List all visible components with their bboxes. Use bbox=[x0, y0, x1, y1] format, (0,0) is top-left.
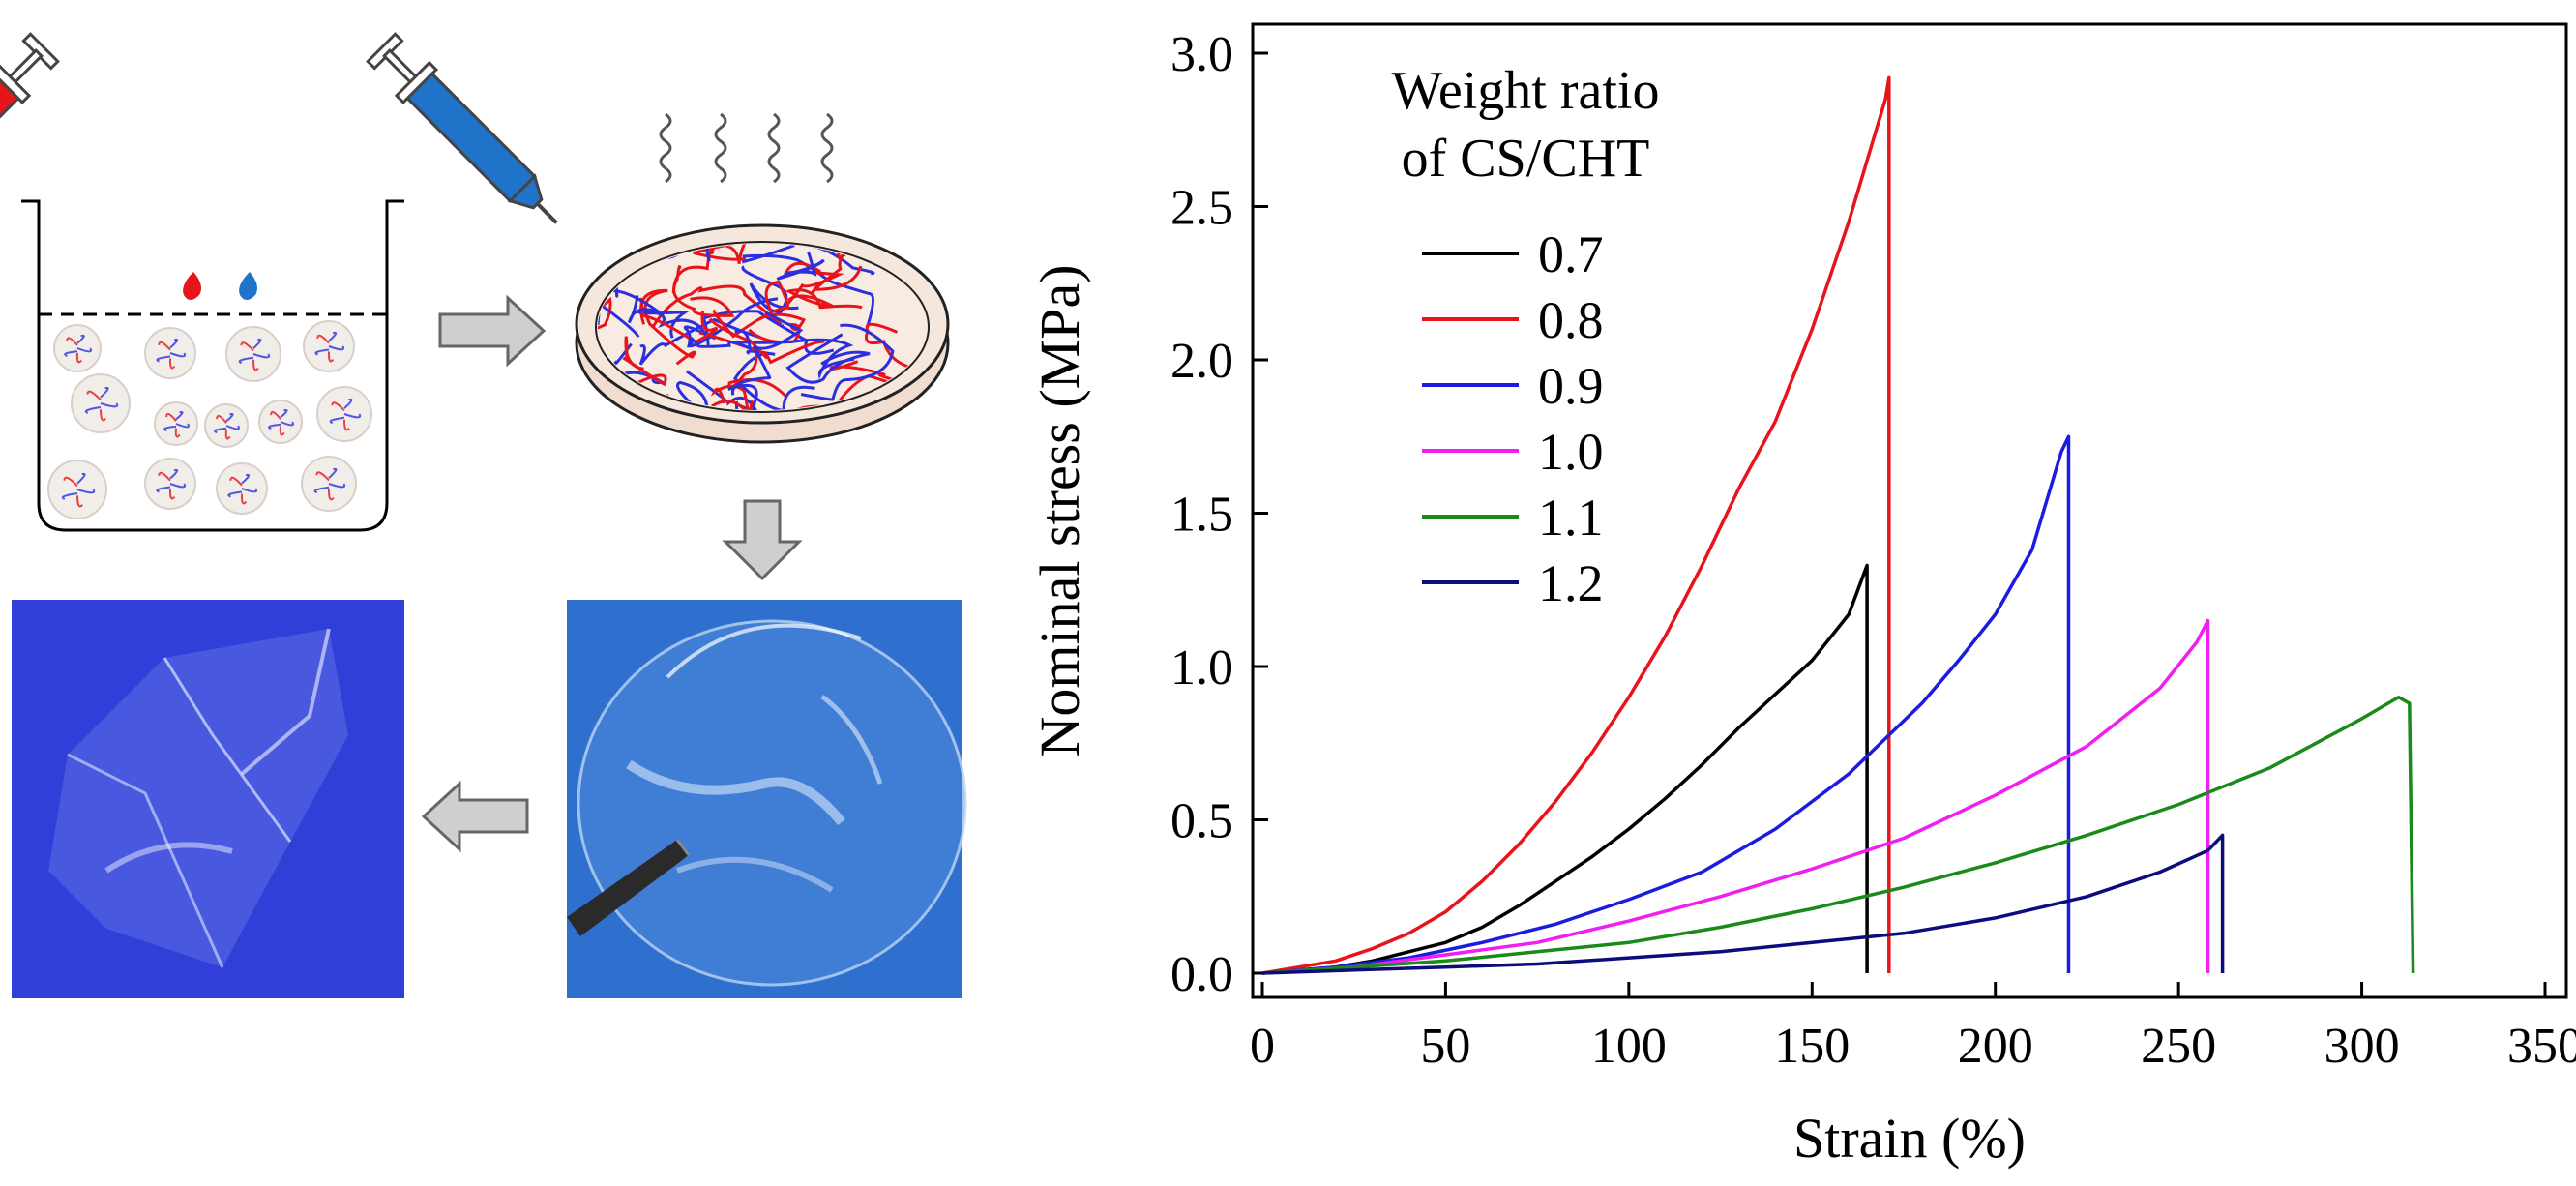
beaker bbox=[21, 199, 404, 532]
film-photo-crumpled bbox=[12, 600, 404, 998]
y-tick-label: 3.0 bbox=[1170, 27, 1233, 82]
fiber bbox=[710, 384, 751, 410]
fiber bbox=[736, 338, 855, 380]
legend-label-0-7: 0.7 bbox=[1538, 225, 1604, 283]
fiber bbox=[811, 244, 863, 294]
fiber bbox=[683, 297, 779, 348]
fiber bbox=[712, 280, 790, 339]
x-axis-label: Strain (%) bbox=[1793, 1107, 2026, 1170]
series-line-0-7 bbox=[1261, 563, 1869, 975]
x-tick-label: 250 bbox=[2141, 1019, 2216, 1074]
syringe-blue-icon bbox=[366, 32, 558, 224]
heat-wave-icon bbox=[659, 112, 834, 184]
fiber bbox=[733, 349, 815, 410]
petri-dish bbox=[575, 223, 950, 444]
series-lines bbox=[1261, 75, 2415, 975]
series-line-1-2 bbox=[1261, 833, 2225, 975]
legend-title-line-1: Weight ratio bbox=[1392, 61, 1660, 121]
stress-strain-chart: 0 50 100 150 200 250 300 350 0.0 0.5 1.0 1.5 2.0 2.5… bbox=[1028, 22, 2576, 1170]
y-tick-label: 1.0 bbox=[1170, 640, 1233, 696]
fiber bbox=[622, 336, 667, 387]
legend-label-0-9: 0.9 bbox=[1538, 357, 1604, 415]
blue-droplet-icon bbox=[239, 272, 257, 300]
legend-items: 0.7 0.8 0.9 1.0 1.1 1.2 bbox=[1422, 225, 1604, 612]
fiber bbox=[778, 261, 844, 314]
x-tick-label: 150 bbox=[1774, 1019, 1850, 1074]
x-tick-label: 300 bbox=[2324, 1019, 2400, 1074]
fiber bbox=[688, 329, 752, 351]
y-tick-label: 2.0 bbox=[1170, 334, 1233, 389]
y-axis-label: Nominal stress (MPa) bbox=[1028, 264, 1091, 756]
fiber bbox=[598, 259, 619, 298]
fiber bbox=[800, 323, 895, 401]
legend-title-line-2: of CS/CHT bbox=[1402, 129, 1650, 189]
y-tick-label: 0.0 bbox=[1170, 947, 1233, 1002]
fiber bbox=[776, 251, 825, 281]
series-line-0-9 bbox=[1261, 434, 2071, 975]
fiber bbox=[598, 275, 640, 339]
fiber bbox=[730, 311, 804, 396]
tweezers-icon bbox=[567, 840, 689, 936]
arrow-left-icon bbox=[421, 780, 529, 853]
film-photo-round bbox=[567, 600, 967, 998]
legend-label-1-1: 1.1 bbox=[1538, 489, 1604, 547]
micelle-particles bbox=[47, 320, 372, 519]
series-line-1-1 bbox=[1261, 695, 2415, 975]
fiber bbox=[785, 288, 863, 310]
x-tick-label: 200 bbox=[1958, 1019, 2033, 1074]
series-line-1-0 bbox=[1261, 618, 2210, 975]
x-tick-label: 0 bbox=[1250, 1019, 1275, 1074]
y-tick-label: 2.5 bbox=[1170, 181, 1233, 236]
legend-label-1-0: 1.0 bbox=[1538, 423, 1604, 481]
red-droplet-icon bbox=[183, 272, 201, 300]
plot-frame bbox=[1251, 22, 2568, 999]
x-tick-label: 100 bbox=[1591, 1019, 1667, 1074]
fiber bbox=[785, 333, 871, 384]
syringe-red-icon bbox=[0, 32, 60, 203]
x-axis-ticks: 0 50 100 150 200 250 300 350 bbox=[1250, 982, 2576, 1074]
y-tick-label: 1.5 bbox=[1170, 488, 1233, 543]
fabrication-schematic bbox=[0, 32, 967, 998]
legend: Weight ratio of CS/CHT 0.7 0.8 0.9 1.0 1.1 1.… bbox=[1392, 61, 1660, 612]
x-tick-label: 350 bbox=[2507, 1019, 2576, 1074]
fiber bbox=[701, 310, 835, 355]
fiber bbox=[676, 380, 758, 410]
fiber bbox=[693, 244, 750, 264]
legend-label-1-2: 1.2 bbox=[1538, 554, 1604, 612]
y-axis-ticks: 0.0 0.5 1.0 1.5 2.0 2.5 3.0 bbox=[1170, 27, 1268, 1002]
x-tick-label: 50 bbox=[1420, 1019, 1470, 1074]
series-line-0-8 bbox=[1261, 75, 1891, 975]
fiber bbox=[639, 288, 696, 366]
arrow-right-icon bbox=[438, 294, 547, 368]
fiber bbox=[885, 244, 927, 252]
legend-label-0-8: 0.8 bbox=[1538, 291, 1604, 349]
y-tick-label: 0.5 bbox=[1170, 794, 1233, 849]
fiber bbox=[741, 265, 799, 314]
arrow-down-icon bbox=[722, 499, 803, 581]
fiber bbox=[672, 265, 735, 317]
